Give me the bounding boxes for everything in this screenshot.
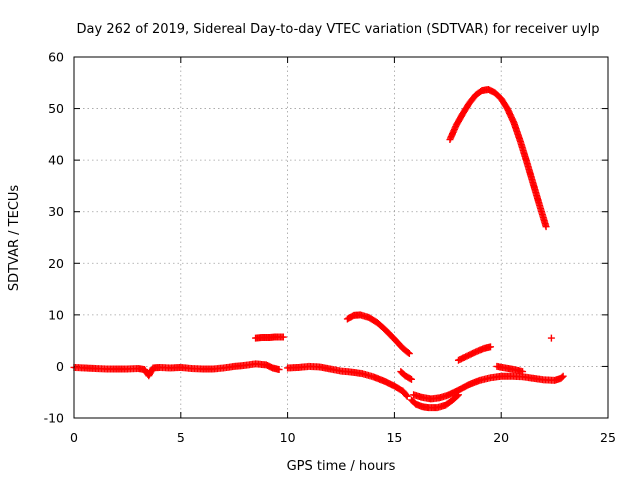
- data-point: [406, 375, 414, 383]
- x-tick-labels: 0 5 10 15 20 25: [70, 430, 616, 445]
- x-tick-label: 20: [493, 430, 509, 445]
- data-point: [542, 223, 550, 231]
- y-tick-label: 60: [48, 50, 64, 65]
- data-point: [559, 372, 567, 380]
- data-points: [70, 85, 567, 412]
- y-tick-label: 10: [48, 307, 64, 322]
- y-axis-label: SDTVAR / TECUs: [7, 185, 22, 292]
- data-point: [558, 373, 566, 381]
- x-tick-label: 25: [600, 430, 616, 445]
- series-baseline-midday: [284, 362, 411, 400]
- x-tick-label: 5: [177, 430, 185, 445]
- axis-ticks: [73, 56, 609, 419]
- chart-title: Day 262 of 2019, Sidereal Day-to-day VTE…: [77, 22, 600, 37]
- x-tick-label: 15: [386, 430, 402, 445]
- data-point: [547, 334, 555, 342]
- series-arc-13h: [343, 311, 413, 358]
- data-point: [402, 391, 410, 399]
- x-axis-label: GPS time / hours: [287, 459, 396, 474]
- plot-frame: [73, 56, 609, 419]
- y-tick-label: 0: [56, 359, 64, 374]
- series-big-arc: [446, 85, 550, 231]
- data-point: [487, 343, 495, 351]
- data-point: [519, 368, 527, 376]
- grid-lines: [74, 57, 608, 418]
- x-tick-label: 0: [70, 430, 78, 445]
- y-tick-label: 30: [48, 204, 64, 219]
- y-tick-label: 50: [48, 101, 64, 116]
- series-rising-18h: [454, 343, 495, 364]
- series-midday-cluster: [410, 372, 567, 403]
- series-baseline-morning: [70, 360, 283, 380]
- series-short-segment-15h: [397, 368, 415, 383]
- data-point: [407, 375, 415, 383]
- y-tick-label: -10: [44, 411, 64, 426]
- data-point: [404, 349, 412, 357]
- data-point: [275, 366, 283, 374]
- series-late-baseline: [493, 362, 527, 376]
- series-outlier: [547, 334, 555, 342]
- data-point: [405, 350, 413, 358]
- y-tick-label: 40: [48, 153, 64, 168]
- y-tick-labels: -10 0 10 20 30 40 50 60: [44, 50, 64, 426]
- x-tick-label: 10: [280, 430, 296, 445]
- y-tick-label: 20: [48, 256, 64, 271]
- series-short-segment-9h: [252, 333, 287, 342]
- data-point: [279, 333, 287, 341]
- data-point: [403, 392, 411, 400]
